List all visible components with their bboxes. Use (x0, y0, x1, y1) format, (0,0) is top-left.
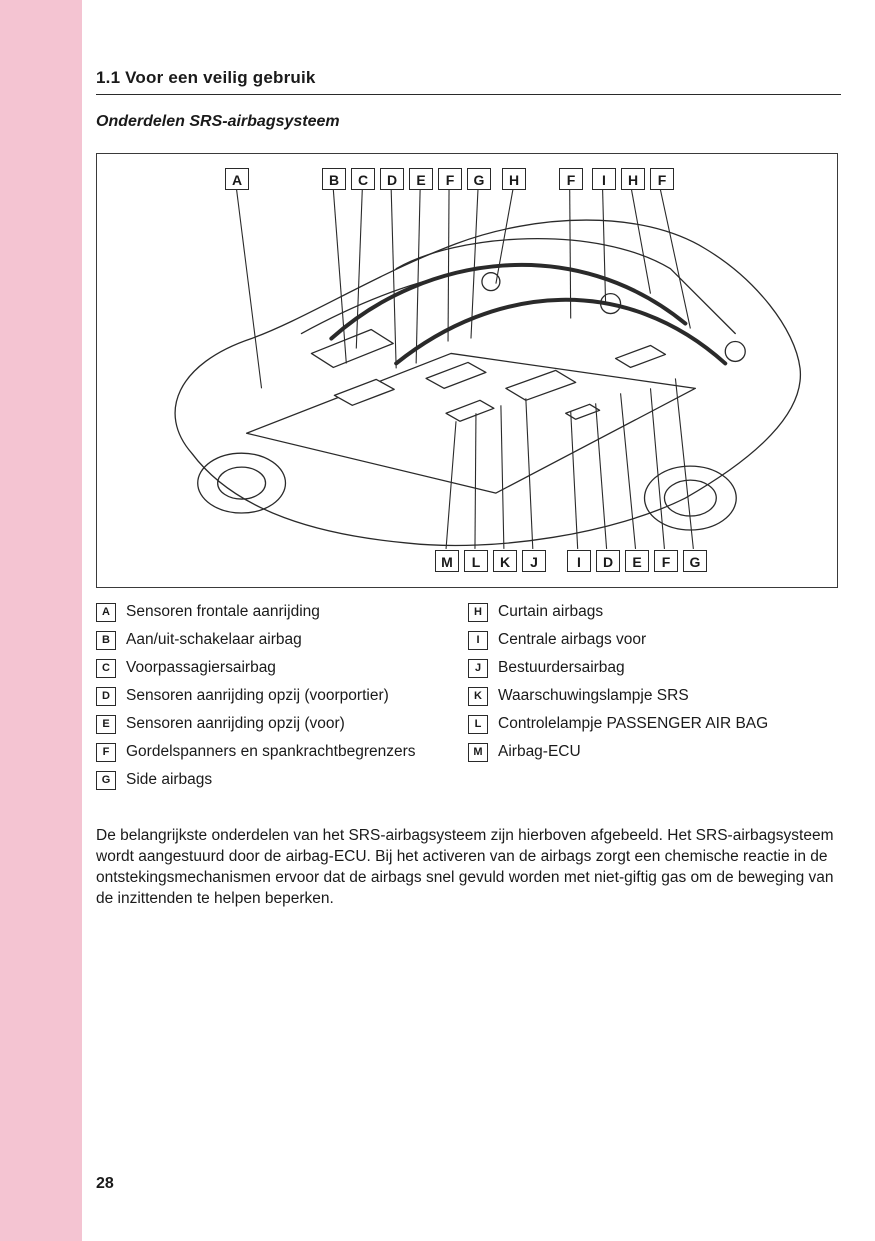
legend-text: Controlelampje PASSENGER AIR BAG (498, 714, 816, 733)
legend-key: H (468, 603, 488, 622)
legend-text: Aan/uit-schakelaar airbag (126, 630, 444, 649)
legend-key: J (468, 659, 488, 678)
diagram-callout-F: F (650, 168, 674, 190)
diagram-callout-C: C (351, 168, 375, 190)
diagram-callout-L: L (464, 550, 488, 572)
page-number: 28 (96, 1175, 114, 1193)
legend-row-B: B Aan/uit-schakelaar airbag (96, 630, 444, 650)
diagram-callout-H: H (502, 168, 526, 190)
diagram-callout-I: I (592, 168, 616, 190)
legend-key: C (96, 659, 116, 678)
legend-text: Side airbags (126, 770, 444, 789)
legend-row-K: K Waarschuwingslampje SRS (468, 686, 816, 706)
manual-page: 1.1 Voor een veilig gebruik Onderdelen S… (0, 0, 875, 1241)
diagram-callout-B: B (322, 168, 346, 190)
legend-text: Centrale airbags voor (498, 630, 816, 649)
diagram-callout-A: A (225, 168, 249, 190)
legend-row-I: I Centrale airbags voor (468, 630, 816, 650)
page-content: 1.1 Voor een veilig gebruik Onderdelen S… (96, 68, 841, 910)
legend-key: K (468, 687, 488, 706)
diagram-callout-F: F (438, 168, 462, 190)
legend-key: G (96, 771, 116, 790)
legend-row-F: F Gordelspanners en spankrachtbegrenzers (96, 742, 444, 762)
legend-row-G: G Side airbags (96, 770, 444, 790)
section-tab (0, 0, 82, 1241)
legend-text: Waarschuwingslampje SRS (498, 686, 816, 705)
legend-text: Sensoren aanrijding opzij (voorportier) (126, 686, 444, 705)
legend-key: L (468, 715, 488, 734)
section-title: 1.1 Voor een veilig gebruik (96, 68, 841, 95)
diagram-callout-J: J (522, 550, 546, 572)
legend-row-J: J Bestuurdersairbag (468, 658, 816, 678)
diagram-callout-M: M (435, 550, 459, 572)
diagram-callout-G: G (683, 550, 707, 572)
legend-row-A: A Sensoren frontale aanrijding (96, 602, 444, 622)
diagram-callout-I: I (567, 550, 591, 572)
car-diagram-svg (97, 154, 837, 588)
legend-row-D: D Sensoren aanrijding opzij (voorportier) (96, 686, 444, 706)
diagram-callout-D: D (596, 550, 620, 572)
diagram-callout-H: H (621, 168, 645, 190)
legend-text: Airbag-ECU (498, 742, 816, 761)
diagram-callout-E: E (625, 550, 649, 572)
legend-column-left: A Sensoren frontale aanrijding B Aan/uit-sc… (96, 602, 444, 798)
legend-key: B (96, 631, 116, 650)
legend-text: Curtain airbags (498, 602, 816, 621)
legend-text: Sensoren frontale aanrijding (126, 602, 444, 621)
diagram-callout-D: D (380, 168, 404, 190)
legend-key: F (96, 743, 116, 762)
diagram-callout-F: F (559, 168, 583, 190)
legend-text: Sensoren aanrijding opzij (voor) (126, 714, 444, 733)
diagram-frame: ABCDEFGHFIHFMLKJIDEFG (96, 153, 838, 588)
legend-row-L: L Controlelampje PASSENGER AIR BAG (468, 714, 816, 734)
legend-row-H: H Curtain airbags (468, 602, 816, 622)
legend-text: Bestuurdersairbag (498, 658, 816, 677)
diagram-callout-G: G (467, 168, 491, 190)
legend-key: E (96, 715, 116, 734)
legend-row-C: C Voorpassagiersairbag (96, 658, 444, 678)
legend-column-right: H Curtain airbags I Centrale airbags voor JB… (468, 602, 816, 798)
legend-row-E: E Sensoren aanrijding opzij (voor) (96, 714, 444, 734)
legend-key: I (468, 631, 488, 650)
diagram-callout-E: E (409, 168, 433, 190)
legend-text: Voorpassagiersairbag (126, 658, 444, 677)
legend-key: M (468, 743, 488, 762)
section-subtitle: Onderdelen SRS-airbagsysteem (96, 113, 841, 131)
diagram-legend: A Sensoren frontale aanrijding B Aan/uit-sc… (96, 602, 841, 798)
legend-row-M: M Airbag-ECU (468, 742, 816, 762)
diagram-callout-K: K (493, 550, 517, 572)
legend-key: A (96, 603, 116, 622)
legend-text: Gordelspanners en spankrachtbegrenzers (126, 742, 444, 761)
diagram-callout-F: F (654, 550, 678, 572)
body-paragraph: De belangrijkste onderdelen van het SRS-… (96, 826, 841, 910)
legend-key: D (96, 687, 116, 706)
